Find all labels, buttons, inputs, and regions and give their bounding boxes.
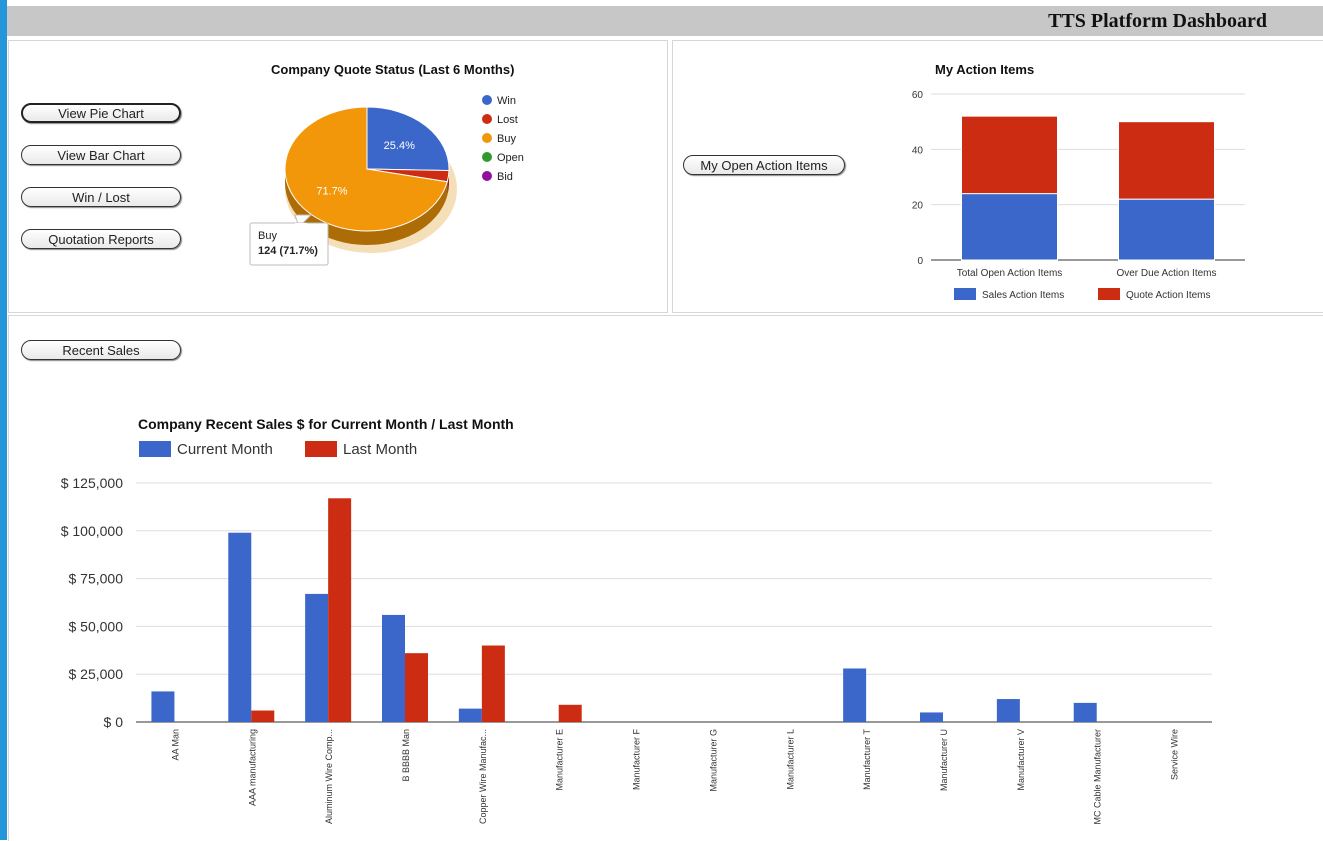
legend-swatch-sales-action-items	[954, 288, 976, 300]
legend-label-open: Open	[497, 152, 524, 164]
x-tick-label: Manufacturer L	[785, 729, 795, 790]
recent-sales-panel: Recent Sales Company Recent Sales $ for …	[8, 315, 1323, 841]
bar-quote-action-items	[962, 116, 1058, 193]
legend-label-current-month: Current Month	[177, 441, 273, 458]
legend-marker-open	[482, 152, 492, 162]
x-tick-label: Manufacturer G	[708, 729, 718, 792]
bar-current-month	[151, 691, 174, 722]
bar-quote-action-items	[1119, 122, 1215, 199]
bar-sales-action-items	[1119, 199, 1215, 260]
y-tick-label: 0	[917, 256, 923, 267]
recent-sales-chart: $ 0 $ 25,000 $ 50,000 $ 75,000 $ 100,000 $ 12…	[9, 316, 1323, 841]
legend-label-win: Win	[497, 95, 516, 107]
x-tick-label: Aluminum Wire Comp...	[324, 729, 334, 824]
bar-current-month	[920, 712, 943, 722]
y-tick-label: $ 75,000	[69, 571, 124, 587]
y-tick-label: $ 0	[104, 714, 124, 730]
tooltip-value: 124 (71.7%)	[258, 245, 318, 257]
legend-marker-win	[482, 95, 492, 105]
bar-last-month	[559, 705, 582, 722]
legend-label-buy: Buy	[497, 133, 516, 145]
x-tick-label: MC Cable Manufacturer	[1093, 729, 1103, 825]
bar-sales-action-items	[962, 194, 1058, 260]
x-tick-label: B BBBB Man	[401, 729, 411, 782]
x-tick-label: Copper Wire Manufac...	[478, 729, 488, 824]
x-tick-label: Manufacturer T	[862, 729, 872, 790]
bar-current-month	[1074, 703, 1097, 722]
pie-label-win: 25.4%	[384, 140, 415, 152]
legend-swatch-current-month	[139, 441, 171, 457]
x-tick-label: Total Open Action Items	[957, 268, 1063, 279]
x-tick-label: AAA manufacturing	[247, 729, 257, 806]
legend-label-lost: Lost	[497, 114, 518, 126]
legend-label-bid: Bid	[497, 171, 513, 183]
quote-status-panel: View Pie Chart View Bar Chart Win / Lost…	[8, 40, 668, 313]
window-left-edge	[0, 0, 7, 840]
legend-label-sales-action-items: Sales Action Items	[982, 290, 1064, 301]
bar-current-month	[228, 533, 251, 722]
header-bar: TTS Platform Dashboard	[7, 6, 1323, 36]
pie-slice-win	[367, 107, 449, 171]
bar-current-month	[459, 709, 482, 722]
y-tick-label: $ 50,000	[69, 618, 124, 634]
y-tick-label: $ 100,000	[61, 523, 123, 539]
bar-last-month	[251, 711, 274, 722]
legend-marker-bid	[482, 171, 492, 181]
x-tick-label: AA Man	[170, 729, 180, 761]
legend-marker-buy	[482, 133, 492, 143]
x-tick-label: Manufacturer U	[939, 729, 949, 791]
legend-marker-lost	[482, 114, 492, 124]
x-tick-label: Manufacturer F	[632, 729, 642, 791]
quote-pie-chart: 25.4% 71.7% Win Lost Buy Open Bid Buy 124 (71.7%…	[9, 41, 667, 312]
pie-label-buy: 71.7%	[316, 185, 347, 197]
y-tick-label: 20	[912, 201, 924, 212]
tooltip-joint	[295, 223, 307, 225]
y-tick-label: 60	[912, 90, 924, 101]
legend-swatch-quote-action-items	[1098, 288, 1120, 300]
bar-last-month	[405, 653, 428, 722]
action-items-chart: 0 20 40 60 Total Open Action Items Over Due A…	[673, 41, 1323, 312]
pie-tooltip: Buy 124 (71.7%)	[250, 215, 328, 265]
legend-swatch-last-month	[305, 441, 337, 457]
y-tick-label: $ 125,000	[61, 475, 123, 491]
bar-current-month	[843, 668, 866, 722]
bar-current-month	[997, 699, 1020, 722]
bar-last-month	[328, 498, 351, 722]
x-tick-label: Service Wire	[1170, 729, 1180, 780]
bar-current-month	[382, 615, 405, 722]
bar-last-month	[482, 646, 505, 722]
y-tick-label: $ 25,000	[69, 666, 124, 682]
legend-label-last-month: Last Month	[343, 441, 417, 458]
x-tick-label: Manufacturer E	[555, 729, 565, 791]
page-title: TTS Platform Dashboard	[7, 10, 1267, 33]
legend-label-quote-action-items: Quote Action Items	[1126, 290, 1211, 301]
tooltip-label: Buy	[258, 230, 277, 242]
y-tick-label: 40	[912, 145, 924, 156]
bar-current-month	[305, 594, 328, 722]
x-tick-label: Over Due Action Items	[1116, 268, 1216, 279]
x-tick-label: Manufacturer V	[1016, 729, 1026, 791]
